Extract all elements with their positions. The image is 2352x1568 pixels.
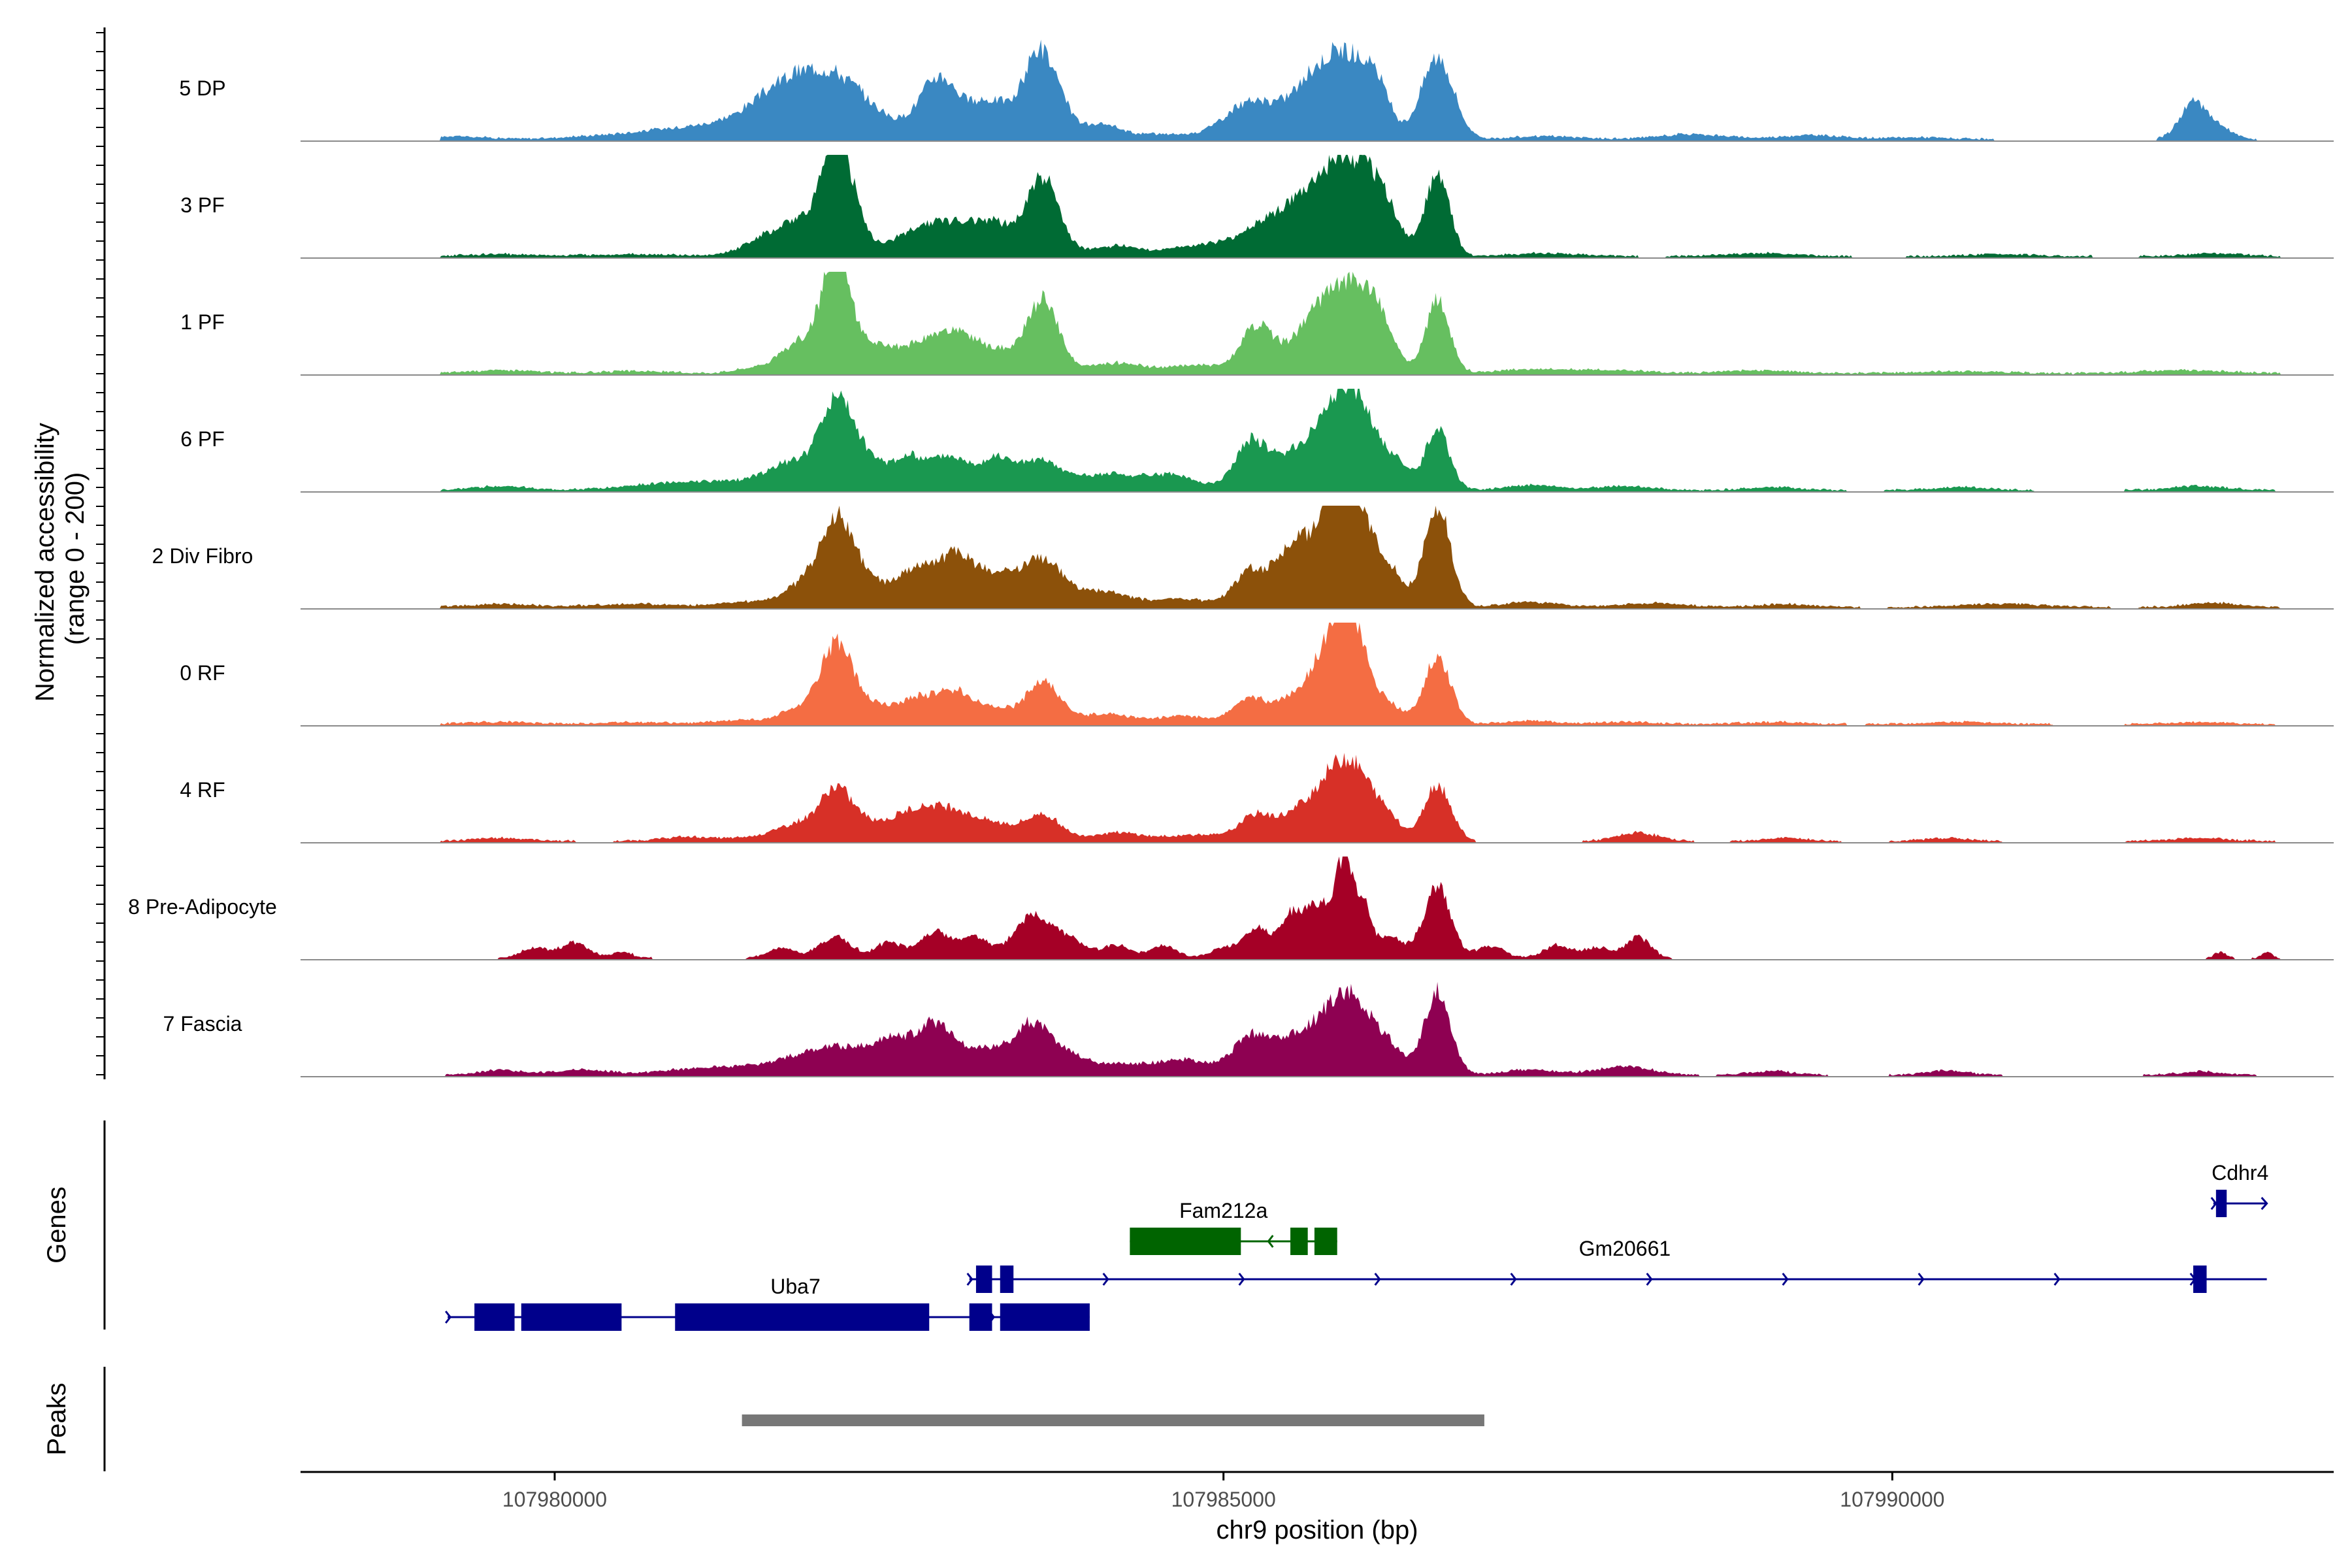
gene-gm20661: Gm20661	[966, 1237, 2267, 1293]
gene-exon	[1314, 1228, 1337, 1255]
gene-exon	[1000, 1303, 1090, 1331]
y-axis-title-line2: (range 0 - 200)	[61, 472, 90, 645]
gene-exon	[675, 1303, 930, 1331]
x-axis-ticks: 107980000 107985000 107990000	[502, 1472, 1944, 1511]
strand-arrow	[1267, 1235, 1274, 1248]
gene-label: Cdhr4	[2212, 1161, 2268, 1184]
strand-arrow	[2261, 1197, 2268, 1210]
strand-arrow	[1374, 1273, 1381, 1286]
gene-exon	[474, 1303, 515, 1331]
x-tick-label: 107985000	[1171, 1488, 1276, 1511]
track-7-fascia: 7 Fascia	[163, 981, 2334, 1077]
track-6-pf: 6 PF	[180, 389, 2334, 493]
track-8-pre-adipocyte: 8 Pre-Adipocyte	[128, 857, 2334, 960]
y-axis-ticks	[96, 32, 105, 1075]
coverage-area	[301, 155, 2334, 258]
gene-exon	[1130, 1228, 1241, 1255]
track-1-pf: 1 PF	[180, 272, 2334, 376]
coverage-tracks: 5 DP 3 PF 1 PF 6 PF 2 Div Fibro 0 RF 4 RF 8 Pre…	[128, 39, 2334, 1077]
x-tick-label: 107980000	[502, 1488, 607, 1511]
track-0-rf: 0 RF	[180, 623, 2334, 727]
track-label: 1 PF	[180, 310, 225, 334]
coverage-area	[301, 389, 2334, 492]
track-2-div-fibro: 2 Div Fibro	[152, 506, 2334, 610]
gene-exon	[975, 1266, 992, 1293]
gene-label: Gm20661	[1579, 1237, 1671, 1260]
track-label: 7 Fascia	[163, 1012, 242, 1036]
gene-uba7: Uba7	[445, 1275, 1090, 1331]
coverage-area	[301, 857, 2334, 960]
strand-arrow	[445, 1311, 452, 1324]
y-axis-title: Normalized accessibility (range 0 - 200)	[31, 416, 90, 702]
gene-label: Fam212a	[1179, 1199, 1267, 1222]
gene-annotations: Uba7 Gm20661 Fam212a Cdhr4	[445, 1161, 2268, 1331]
track-4-rf: 4 RF	[180, 753, 2334, 843]
gene-fam212a: Fam212a	[1130, 1199, 1337, 1255]
track-5-dp: 5 DP	[179, 39, 2334, 142]
track-label: 8 Pre-Adipocyte	[128, 895, 277, 919]
strand-arrow	[2053, 1273, 2061, 1286]
coverage-area	[301, 981, 2334, 1077]
gene-exon	[1000, 1266, 1014, 1293]
gene-exon	[521, 1303, 622, 1331]
coverage-area	[301, 272, 2334, 375]
strand-arrow	[966, 1273, 973, 1286]
peak-region	[742, 1414, 1484, 1426]
x-tick-label: 107990000	[1840, 1488, 1944, 1511]
track-label: 2 Div Fibro	[152, 544, 253, 568]
gene-exon	[2215, 1190, 2227, 1217]
y-axis-title-line1: Normalized accessibility	[31, 423, 59, 702]
coverage-area	[301, 753, 2334, 843]
strand-arrow	[1510, 1273, 1517, 1286]
track-label: 6 PF	[180, 427, 225, 451]
coverage-area	[301, 623, 2334, 726]
gene-cdhr4: Cdhr4	[2210, 1161, 2268, 1217]
strand-arrow	[1782, 1273, 1789, 1286]
coverage-area	[301, 506, 2334, 609]
track-label: 4 RF	[180, 778, 225, 802]
peaks-panel-label: Peaks	[42, 1382, 71, 1455]
gene-exon	[2193, 1266, 2207, 1293]
strand-arrow	[1918, 1273, 1925, 1286]
x-axis-title: chr9 position (bp)	[1216, 1516, 1418, 1544]
coverage-area	[301, 39, 2334, 141]
strand-arrow	[1238, 1273, 1245, 1286]
genes-panel-label: Genes	[42, 1186, 71, 1264]
track-label: 3 PF	[180, 193, 225, 217]
strand-arrow	[2210, 1197, 2217, 1210]
peak-regions	[742, 1414, 1484, 1426]
strand-arrow	[1646, 1273, 1653, 1286]
track-label: 0 RF	[180, 661, 225, 685]
gene-exon	[1290, 1228, 1308, 1255]
strand-arrow	[1102, 1273, 1109, 1286]
track-3-pf: 3 PF	[180, 155, 2334, 259]
track-label: 5 DP	[179, 76, 225, 100]
gene-exon	[969, 1303, 992, 1331]
gene-label: Uba7	[770, 1275, 821, 1298]
